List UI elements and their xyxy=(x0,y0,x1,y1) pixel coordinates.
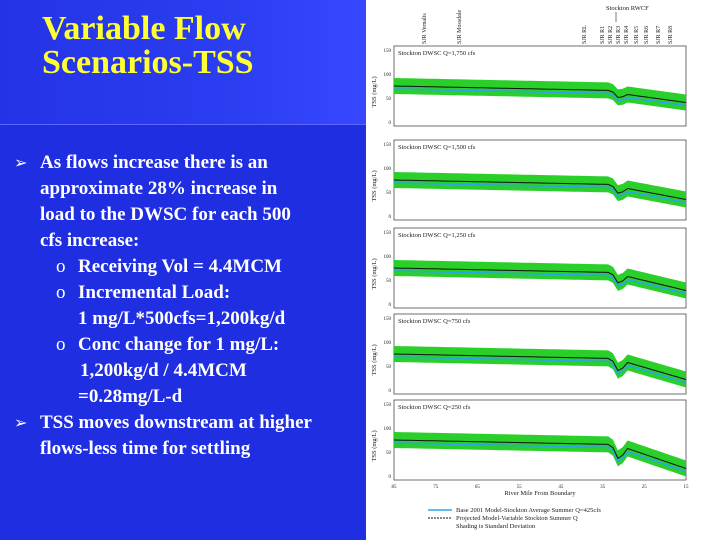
y-tick-label: 150 xyxy=(384,143,392,148)
y-tick-label: 150 xyxy=(384,317,392,322)
sub-bullet-3-text: Conc change for 1 mg/L: xyxy=(78,334,280,355)
panel-label: Stockton DWSC Q=250 cfs xyxy=(398,404,471,411)
projected-model-line xyxy=(393,179,687,200)
sub-bullet-1: o Receiving Vol = 4.4MCM xyxy=(14,254,364,280)
projected-model-line xyxy=(393,267,687,291)
x-tick-label: 65 xyxy=(475,485,481,490)
projected-model-line xyxy=(393,85,687,103)
sub-bullet-3-line-2: 1,200kg/d / 4.4MCM xyxy=(80,360,247,381)
projected-model-line xyxy=(393,353,687,380)
y-tick-label: 150 xyxy=(384,231,392,236)
title-divider xyxy=(0,124,370,125)
base-model-line xyxy=(393,356,687,384)
station-label: SJR R8 xyxy=(668,26,674,44)
sub-bullet-2-line-2: 1 mg/L*500cfs=1,200kg/d xyxy=(78,308,286,329)
sub-bullet-1-text: Receiving Vol = 4.4MCM xyxy=(78,256,282,277)
sub-bullet-3-line-3: =0.28mg/L-d xyxy=(78,386,183,407)
std-dev-band xyxy=(394,78,686,111)
projected-model-line xyxy=(393,439,687,469)
base-model-line xyxy=(393,442,687,473)
x-tick-label: 55 xyxy=(517,485,523,490)
std-dev-band xyxy=(394,346,686,388)
panel-label: Stockton DWSC Q=1,750 cfs xyxy=(398,50,476,57)
arrow-bullet-icon: ➢ xyxy=(14,153,28,172)
station-label: SJR Mossdale xyxy=(457,9,463,44)
legend-projected-label: Projected Model-Variable Stockton Summer… xyxy=(456,515,578,522)
bullet-1: ➢ As flows increase there is an xyxy=(14,150,364,176)
sub-bullet-marker: o xyxy=(56,282,66,303)
bullet-1-line-3: load to the DWSC for each 500 xyxy=(40,204,291,225)
station-label: SJR R3 xyxy=(616,26,622,44)
legend-shading-label: Shading is Standard Deviation xyxy=(456,523,536,530)
y-tick-label: 0 xyxy=(389,121,392,126)
panel-label: Stockton DWSC Q=750 cfs xyxy=(398,318,471,325)
base-model-line xyxy=(393,270,687,295)
x-tick-label: 75 xyxy=(433,485,439,490)
sub-bullet-2: o Incremental Load: xyxy=(14,280,364,306)
y-tick-label: 100 xyxy=(384,73,392,78)
y-axis-label: TSS (mg/L) xyxy=(371,258,378,289)
y-axis-label: TSS (mg/L) xyxy=(371,170,378,201)
station-label: SJR R4 xyxy=(624,26,630,44)
y-axis-label: TSS (mg/L) xyxy=(371,430,378,461)
y-tick-label: 100 xyxy=(384,255,392,260)
y-tick-label: 50 xyxy=(386,191,392,196)
x-tick-label: 35 xyxy=(600,485,606,490)
x-tick-label: 25 xyxy=(642,485,648,490)
station-label: SJR RL xyxy=(582,25,588,44)
sub-bullet-2-text: Incremental Load: xyxy=(78,282,231,303)
tss-figure: SJR Vernalis SJR Mossdale SJR RL SJR R1 SJR … xyxy=(366,0,720,540)
y-tick-label: 0 xyxy=(389,215,392,220)
bullet-2: ➢ TSS moves downstream at higher xyxy=(14,410,364,436)
base-model-line xyxy=(393,182,687,204)
stockton-rwcf-label: Stockton RWCF xyxy=(606,5,649,12)
arrow-bullet-icon: ➢ xyxy=(14,413,28,432)
y-tick-label: 50 xyxy=(386,97,392,102)
y-tick-label: 0 xyxy=(389,303,392,308)
y-tick-label: 50 xyxy=(386,279,392,284)
y-axis-label: TSS (mg/L) xyxy=(371,76,378,107)
x-tick-label: 45 xyxy=(558,485,564,490)
base-model-line xyxy=(393,88,687,107)
station-label: SJR R1 xyxy=(600,26,606,44)
x-tick-label: 85 xyxy=(392,485,398,490)
y-tick-label: 50 xyxy=(386,451,392,456)
y-tick-label: 50 xyxy=(386,365,392,370)
tss-figure-svg: SJR Vernalis SJR Mossdale SJR RL SJR R1 SJR … xyxy=(371,5,690,530)
x-axis-label: River Mile From Boundary xyxy=(504,490,576,497)
title-line-2: Scenarios-TSS xyxy=(42,44,254,81)
sub-bullet-marker: o xyxy=(56,256,66,277)
title-line-1: Variable Flow xyxy=(42,10,246,47)
panel-label: Stockton DWSC Q=1,250 cfs xyxy=(398,232,476,239)
bullet-2-line-1: TSS moves downstream at higher xyxy=(40,412,312,433)
std-dev-band xyxy=(394,172,686,208)
panel-label: Stockton DWSC Q=1,500 cfs xyxy=(398,144,476,151)
y-tick-label: 150 xyxy=(384,49,392,54)
station-label: SJR Vernalis xyxy=(422,13,428,44)
bullet-1-line-4: cfs increase: xyxy=(40,230,140,251)
x-tick-label: 15 xyxy=(684,485,690,490)
y-tick-label: 150 xyxy=(384,403,392,408)
station-label: SJR R6 xyxy=(644,26,650,44)
bullet-1-line-2: approximate 28% increase in xyxy=(40,178,278,199)
sub-bullet-marker: o xyxy=(56,334,66,355)
bullet-list: ➢ As flows increase there is an approxim… xyxy=(14,150,364,462)
y-tick-label: 0 xyxy=(389,389,392,394)
y-axis-label: TSS (mg/L) xyxy=(371,344,378,375)
title-band xyxy=(0,0,370,124)
bullet-2-line-2: flows-less time for settling xyxy=(40,438,251,459)
y-tick-label: 0 xyxy=(389,475,392,480)
y-tick-label: 100 xyxy=(384,167,392,172)
slide-title: Variable Flow Scenarios-TSS xyxy=(42,12,362,80)
sub-bullet-3: o Conc change for 1 mg/L: xyxy=(14,332,364,358)
std-dev-band xyxy=(394,432,686,477)
station-label: SJR R5 xyxy=(634,26,640,44)
station-label: SJR R7 xyxy=(656,26,662,44)
y-tick-label: 100 xyxy=(384,341,392,346)
y-tick-label: 100 xyxy=(384,427,392,432)
legend-base-label: Base 2001 Model-Stockton Average Summer … xyxy=(456,507,601,514)
station-label: SJR R2 xyxy=(608,26,614,44)
bullet-1-line-1: As flows increase there is an xyxy=(40,152,268,173)
